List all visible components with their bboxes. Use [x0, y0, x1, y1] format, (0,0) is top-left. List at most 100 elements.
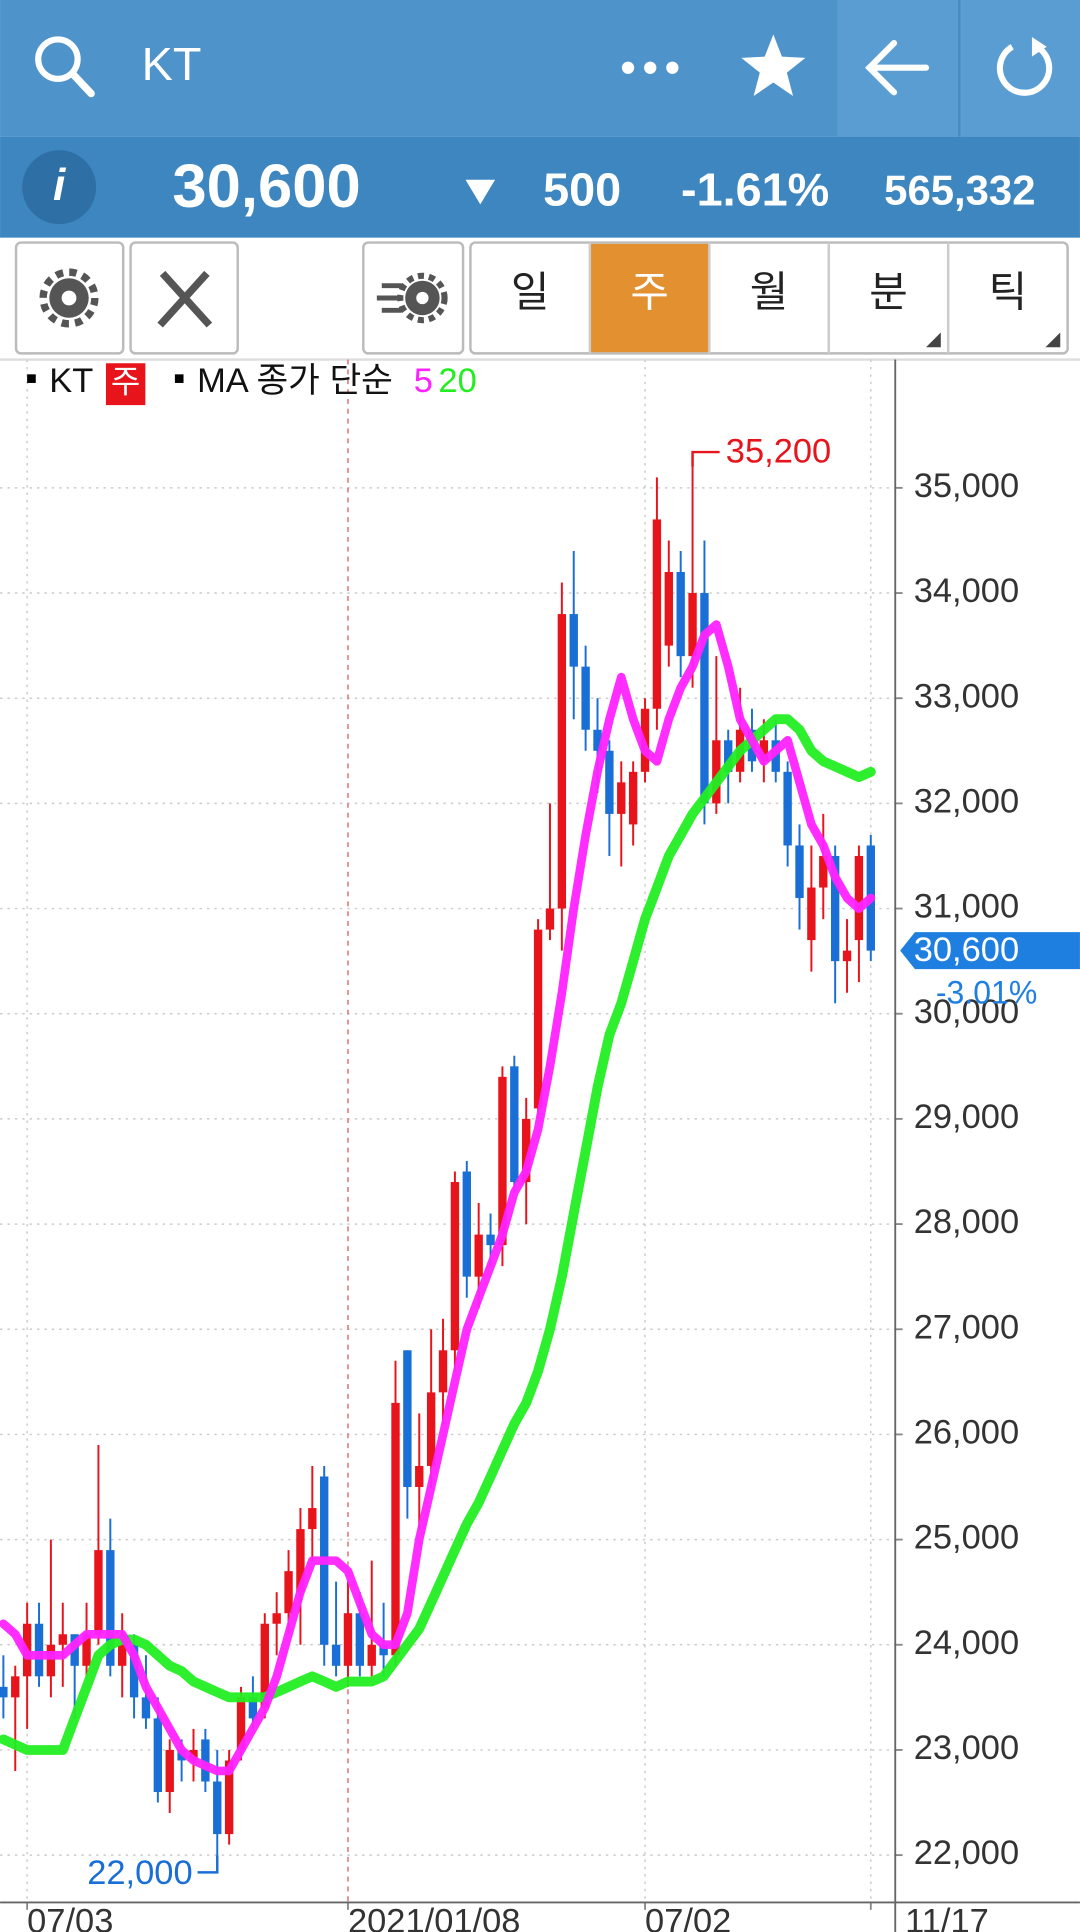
candle-body [272, 1613, 281, 1624]
period-tab[interactable]: 일 [511, 269, 550, 316]
last-price-label: 30,600 [914, 931, 1019, 969]
candle-body [82, 1634, 91, 1666]
legend-marker [174, 374, 184, 383]
candle-body [391, 1402, 400, 1656]
min-marker-arrow [197, 1855, 219, 1874]
candle-body [712, 740, 721, 804]
x-tick-label: 2021/01/08 [348, 1902, 521, 1932]
candle-body [343, 1613, 353, 1666]
y-tick-label: 23,000 [914, 1729, 1019, 1767]
refresh-button[interactable] [996, 44, 1053, 96]
candle-body [676, 572, 685, 657]
gear-icon [397, 272, 448, 324]
period-tab[interactable]: 분 [827, 242, 941, 354]
x-tick-label: 07/03 [27, 1902, 113, 1932]
price: 30,600 [172, 152, 360, 221]
candle-body [462, 1171, 471, 1277]
info-button[interactable] [22, 150, 97, 225]
candle-body [605, 750, 614, 814]
candle-body [617, 782, 626, 814]
y-tick-label: 30,000 [914, 993, 1019, 1031]
candle-body [854, 855, 864, 941]
period-tab[interactable]: 월 [708, 242, 788, 354]
dot [644, 61, 657, 74]
candle-body [830, 855, 840, 962]
tab-label: 분 [869, 269, 908, 316]
favorite-button[interactable] [741, 34, 806, 97]
indicator-settings-button[interactable] [362, 241, 465, 355]
candle-body [688, 593, 697, 657]
candle-body [129, 1644, 139, 1698]
change: 500 [543, 164, 621, 216]
down-arrow [465, 179, 496, 205]
moving-average-line [0, 714, 876, 1755]
candle-body [141, 1697, 151, 1719]
candle-body [557, 614, 567, 909]
candle-body [700, 593, 709, 804]
candle-body [106, 1550, 115, 1666]
info-icon: i [53, 161, 67, 210]
quote-bar [0, 136, 1080, 238]
tools-button[interactable] [129, 241, 239, 355]
candle-body [807, 887, 816, 941]
candle-body [819, 855, 828, 888]
max-marker-label: 35,200 [726, 432, 831, 470]
search-icon [69, 70, 95, 98]
gear-icon [61, 290, 77, 306]
candle-body [498, 1076, 507, 1246]
moving-average-line [0, 620, 876, 1776]
legend-marker [27, 374, 36, 383]
y-tick-label: 28,000 [914, 1203, 1019, 1241]
candle-body [201, 1739, 210, 1782]
period-tab[interactable]: 주 [588, 242, 710, 354]
gear-icon [416, 291, 429, 305]
candle-body [724, 740, 733, 772]
symbol-title[interactable]: KT [142, 38, 202, 90]
legend-entry: 20 [438, 362, 476, 400]
candle-body [46, 1644, 56, 1677]
last-price-change: -3.01% [936, 974, 1037, 1010]
candle-body [415, 1465, 424, 1488]
candle-body [783, 771, 792, 846]
candle-body [628, 771, 638, 825]
candle-body [569, 614, 578, 667]
candle-body [296, 1529, 305, 1593]
candle-body [248, 1697, 258, 1719]
legend: KT 주 MA 종가 단순 5 20 [27, 362, 477, 406]
candle-body [379, 1644, 388, 1656]
candle-body [403, 1350, 412, 1488]
candle-body [522, 1118, 531, 1183]
period-tab[interactable]: 틱 [946, 242, 1061, 354]
candle-body [34, 1623, 44, 1677]
y-tick-label: 24,000 [914, 1624, 1019, 1662]
settings-button[interactable] [14, 241, 125, 355]
legend-entry: 5 [414, 362, 433, 400]
candle-body [213, 1781, 222, 1835]
candle-body [367, 1644, 376, 1666]
chart: 22,000 23,000 24,000 25,000 26,000 27,000 28,0… [0, 358, 1080, 1932]
candle-body [331, 1644, 341, 1666]
y-tick-label: 27,000 [914, 1308, 1019, 1346]
tab-label: 주 [630, 269, 669, 316]
candle-body [426, 1392, 436, 1466]
refresh-icon [1031, 36, 1047, 57]
y-tick-label: 31,000 [914, 888, 1019, 926]
y-tick-label: 32,000 [914, 782, 1019, 820]
search-button[interactable] [35, 36, 95, 98]
tab-corner [926, 332, 941, 348]
back-button[interactable] [865, 40, 930, 96]
y-tick-label: 26,000 [914, 1414, 1019, 1452]
candle-body [0, 1686, 8, 1698]
more-button[interactable] [621, 61, 679, 74]
candle-body [474, 1234, 483, 1277]
candle-body [153, 1718, 163, 1793]
y-tick-label: 29,000 [914, 1098, 1019, 1136]
candle-body [284, 1571, 293, 1614]
last-price-tag [900, 932, 1080, 970]
max-marker-arrow [691, 450, 720, 467]
y-tick-label: 25,000 [914, 1519, 1019, 1557]
